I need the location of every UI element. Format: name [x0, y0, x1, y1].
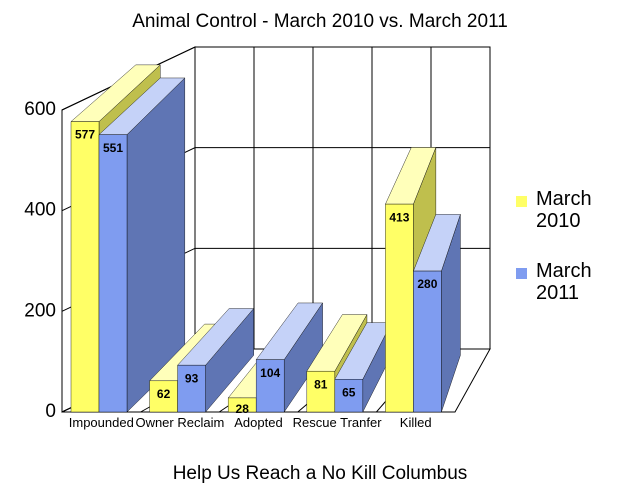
bar-front: [413, 270, 442, 413]
bar-front: [306, 371, 335, 413]
chart-title: Animal Control - March 2010 vs. March 20…: [132, 11, 508, 32]
bar-front: [98, 134, 128, 413]
data-label: 551: [103, 141, 123, 155]
data-label: 280: [417, 277, 437, 291]
legend-swatch: [516, 268, 527, 279]
x-tick-label: Owner Reclaim: [135, 415, 225, 430]
bar: [177, 307, 255, 413]
data-label: 28: [236, 402, 250, 416]
data-label: 413: [389, 210, 409, 224]
y-tick-label: 0: [45, 401, 56, 422]
bar-front: [256, 359, 285, 413]
y-tick-label: 600: [24, 99, 56, 120]
y-tick-label: 200: [24, 300, 56, 321]
bar-front: [177, 364, 206, 413]
data-label: 93: [185, 371, 199, 385]
legend-swatch: [516, 196, 527, 207]
data-label: 577: [75, 128, 95, 142]
x-tick-label: Impounded: [68, 415, 134, 430]
x-tick-label: Rescue Tranfer: [292, 415, 382, 430]
data-label: 65: [342, 385, 356, 399]
bar: [98, 77, 186, 413]
bar-front: [70, 121, 100, 413]
legend-label: March 2011: [536, 260, 592, 304]
bar: [334, 322, 392, 413]
legend-label: March 2010: [536, 188, 592, 232]
grid-line: [61, 46, 490, 111]
data-label: 62: [157, 387, 171, 401]
y-tick-label: 400: [24, 200, 56, 221]
data-label: 81: [314, 377, 328, 391]
bar-front: [385, 203, 414, 413]
data-label: 104: [260, 366, 280, 380]
bar-front: [334, 379, 363, 413]
bar: [413, 214, 461, 413]
bar: [255, 302, 323, 413]
x-tick-label: Adopted: [234, 415, 283, 430]
x-tick-label: Killed: [399, 415, 432, 430]
x-axis-title: Help Us Reach a No Kill Columbus: [173, 463, 468, 484]
